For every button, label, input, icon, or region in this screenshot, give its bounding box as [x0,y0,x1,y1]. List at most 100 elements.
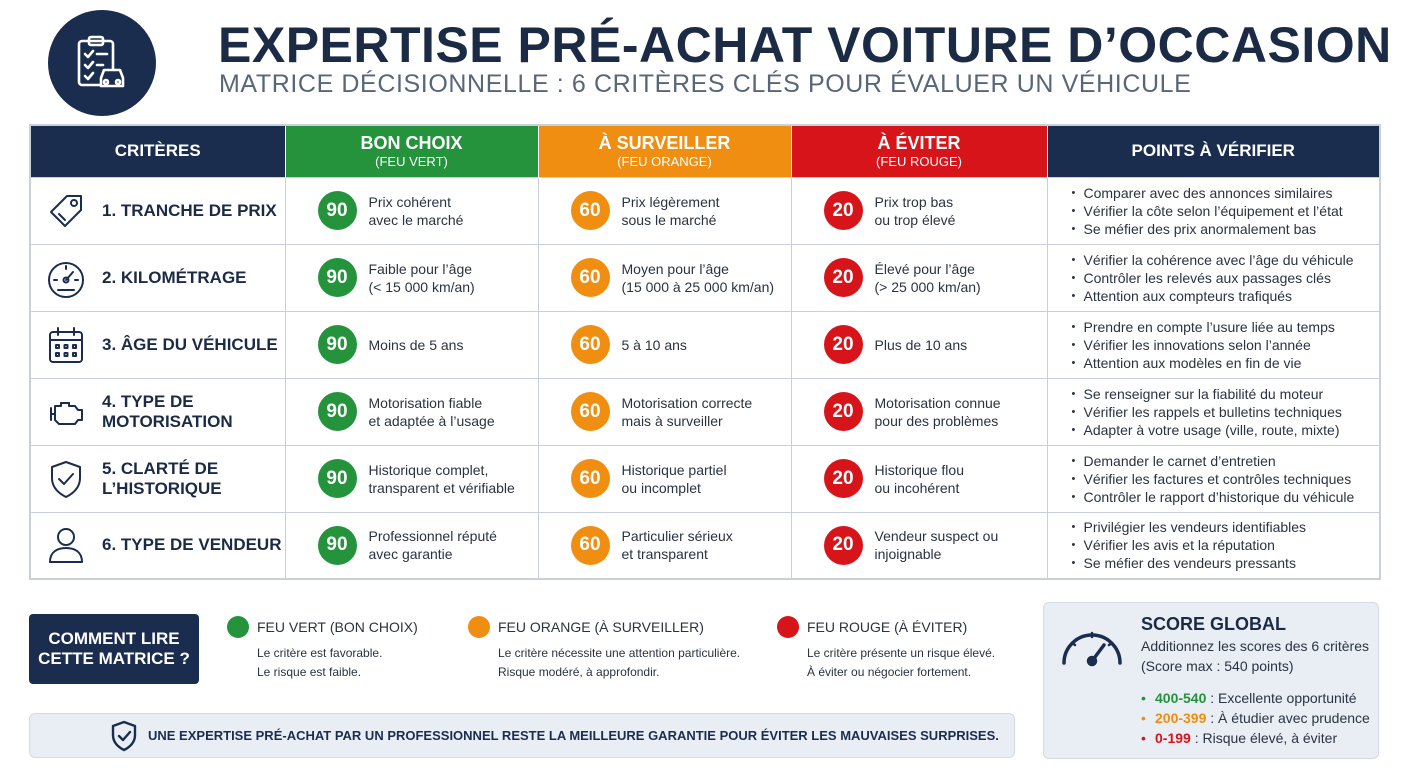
logo [48,10,156,116]
check-point: Vérifier les innovations selon l’année [1072,336,1380,354]
cell-avoid: 20 Motorisation connue pour des problèmes [791,377,1048,445]
page-title: EXPERTISE PRÉ-ACHAT VOITURE D’OCCASION [218,17,1392,73]
criterion-cell: 6. TYPE DE VENDEUR [30,511,286,579]
cell-avoid: 20 Historique flou ou incohérent [791,444,1048,512]
check-point: Attention aux compteurs trafiqués [1072,287,1380,305]
table-row: 6. TYPE DE VENDEUR 90 Professionnel réputé… [30,511,1381,579]
score-badge-avoid: 20 [823,325,863,364]
score-range-low: 0-199 : Risque élevé, à éviter [1141,728,1370,748]
score-badge-avoid: 20 [823,525,863,565]
col-header-avoid-title: À ÉVITER [877,132,961,153]
cell-text-watch: Motorisation correcte mais à surveiller [621,394,753,429]
cell-avoid: 20 Plus de 10 ans [791,310,1048,378]
score-badge-watch: 60 [570,191,610,230]
points-cell: Privilégier les vendeurs identifiablesVé… [1047,511,1381,579]
score-range-high: 400-540 : Excellente opportunité [1141,688,1370,708]
cell-watch: 60 5 à 10 ans [538,310,792,378]
check-point: Prendre en compte l’usure liée au temps [1072,318,1380,336]
points-list: Demander le carnet d’entretienVérifier l… [1048,452,1380,506]
score-badge-good: 90 [317,325,357,364]
legend-red-name: FEU ROUGE [807,619,891,635]
col-header-good: BON CHOIX (FEU VERT) [285,125,539,177]
green-dot-icon [227,616,249,638]
score-badge-good: 90 [317,525,357,565]
criterion-label: 4. TYPE DE MOTORISATION [102,391,233,431]
check-point: Adapter à votre usage (ville, route, mix… [1072,421,1380,439]
score-badge-watch: 60 [570,392,610,431]
cell-text-good: Motorisation fiable et adaptée à l’usage [368,394,495,429]
table-row: 1. TRANCHE DE PRIX 90 Prix cohérent avec l… [30,176,1381,244]
cell-text-watch: 5 à 10 ans [621,336,687,353]
score-range-mid-label: : À étudier avec prudence [1206,710,1370,726]
check-point: Vérifier la cohérence avec l’âge du véhi… [1072,251,1380,269]
score-global-box: SCORE GLOBAL Additionnez les scores des … [1043,602,1379,759]
check-point: Vérifier les factures et contrôles techn… [1072,470,1380,488]
criterion-label: 1. TRANCHE DE PRIX [102,200,277,220]
score-range-high-label: : Excellente opportunité [1206,690,1357,706]
col-header-criteria: CRITÈRES [30,125,286,177]
howto-label: COMMENT LIRE CETTE MATRICE ? [29,614,199,684]
legend-orange-paren: (À SURVEILLER) [594,619,704,635]
criterion-cell: 4. TYPE DE MOTORISATION [30,377,286,445]
legend-green-line1: Le critère est favorable. [257,646,383,660]
shield-check-icon [111,720,137,752]
score-line2: (Score max : 540 points) [1141,658,1294,674]
person-icon [49,528,83,564]
check-point: Vérifier la côte selon l’équipement et l… [1072,202,1380,220]
cell-text-watch: Moyen pour l’âge (15 000 à 25 000 km/an) [621,260,775,295]
col-header-good-sub: (FEU VERT) [375,153,448,169]
points-cell: Vérifier la cohérence avec l’âge du véhi… [1047,243,1381,311]
col-header-watch-sub: (FEU ORANGE) [617,153,712,169]
table-row: 3. ÂGE DU VÉHICULE 90 Moins de 5 ans 60 5 à … [30,310,1381,378]
legend-red-line2: À éviter ou négocier fortement. [807,665,972,679]
cell-avoid: 20 Prix trop bas ou trop élevé [791,176,1048,244]
table-row: 5. CLARTÉ DE L’HISTORIQUE 90 Historique co… [30,444,1381,512]
cell-good: 90 Motorisation fiable et adaptée à l’usa… [285,377,539,445]
engine-icon [50,401,83,425]
cell-good: 90 Faible pour l’âge (< 15 000 km/an) [285,243,539,311]
criterion-label: 6. TYPE DE VENDEUR [102,535,282,555]
cell-watch: 60 Motorisation correcte mais à surveille… [538,377,792,445]
price-tag-icon [50,194,82,227]
check-point: Demander le carnet d’entretien [1072,452,1380,470]
table-row: 2. KILOMÉTRAGE 90 Faible pour l’âge (< 15 … [30,243,1381,311]
score-range-low-value: 0-199 [1155,730,1191,746]
score-range-low-label: : Risque élevé, à éviter [1190,730,1338,746]
criterion-cell: 5. CLARTÉ DE L’HISTORIQUE [30,444,286,512]
score-badge-watch: 60 [570,525,610,565]
cell-text-good: Moins de 5 ans [368,336,464,353]
check-point: Se méfier des vendeurs pressants [1072,554,1380,572]
score-badge-good: 90 [317,258,357,297]
cell-text-good: Prix cohérent avec le marché [368,193,464,228]
legend-green-paren: (BON CHOIX) [329,619,418,635]
shield-check-icon [51,460,81,498]
cell-text-avoid: Plus de 10 ans [874,336,968,353]
col-header-points: POINTS À VÉRIFIER [1047,125,1381,177]
check-point: Privilégier les vendeurs identifiables [1072,518,1380,536]
speedometer-icon [48,261,84,298]
legend-red-paren: (À ÉVITER) [894,619,968,635]
cell-watch: 60 Particulier sérieux et transparent [538,511,792,579]
red-dot-icon [777,616,799,638]
col-header-good-title: BON CHOIX [360,132,463,153]
cell-text-good: Historique complet, transparent et vérif… [368,461,515,496]
gauge-icon [1062,631,1122,667]
cell-watch: 60 Historique partiel ou incomplet [538,444,792,512]
points-list: Prendre en compte l’usure liée au tempsV… [1048,318,1380,372]
col-header-watch: À SURVEILLER (FEU ORANGE) [538,125,792,177]
col-header-avoid-sub: (FEU ROUGE) [876,153,962,169]
col-header-watch-title: À SURVEILLER [598,132,731,153]
cell-text-watch: Particulier sérieux et transparent [621,528,733,563]
cell-text-good: Professionnel réputé avec garantie [368,528,497,563]
legend-orange-line1: Le critère nécessite une attention parti… [498,646,741,660]
cell-watch: 60 Moyen pour l’âge (15 000 à 25 000 km/a… [538,243,792,311]
cell-text-watch: Prix légèrement sous le marché [621,193,720,228]
criterion-label: 2. KILOMÉTRAGE [102,267,247,287]
orange-dot-icon [468,616,490,638]
criterion-cell: 2. KILOMÉTRAGE [30,243,286,311]
criterion-cell: 3. ÂGE DU VÉHICULE [30,310,286,378]
score-badge-avoid: 20 [823,191,863,230]
points-list: Comparer avec des annonces similairesVér… [1048,184,1380,238]
legend-green-line2: Le risque est faible. [257,665,362,679]
score-line1: Additionnez les scores des 6 critères [1141,638,1369,654]
